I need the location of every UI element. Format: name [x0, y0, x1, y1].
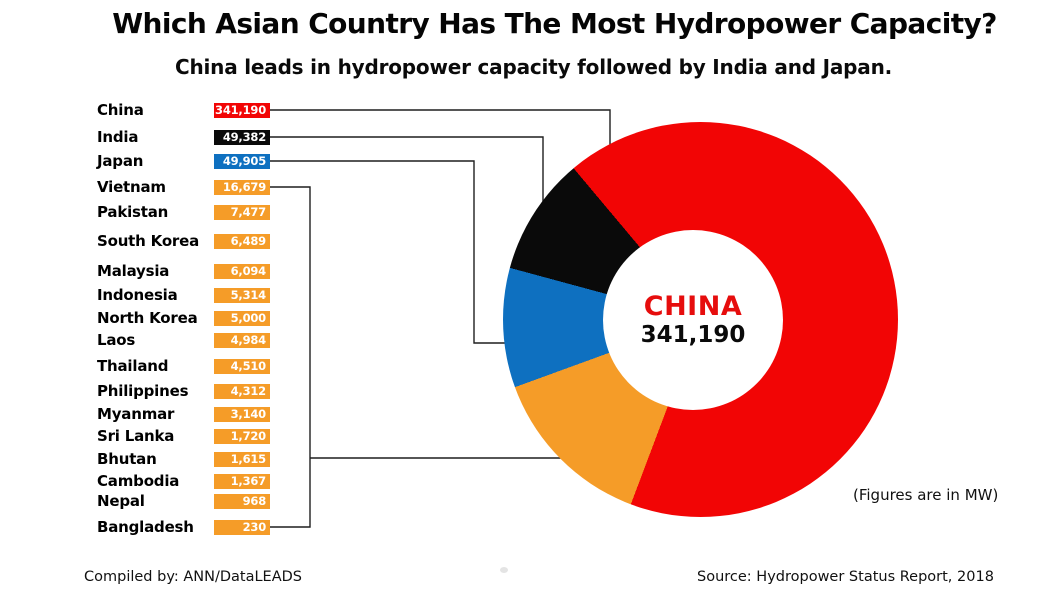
country-row-bangladesh: Bangladesh 230: [97, 517, 270, 537]
country-row-bhutan: Bhutan 1,615: [97, 449, 270, 469]
value-box: 1,720: [214, 428, 270, 444]
value-box: 4,312: [214, 383, 270, 399]
country-row-myanmar: Myanmar 3,140: [97, 404, 270, 424]
donut-center: CHINA 341,190: [603, 230, 783, 410]
value-box: 4,984: [214, 332, 270, 348]
value-box: 230: [214, 519, 270, 535]
country-label: Indonesia: [97, 286, 178, 304]
value-box: 968: [214, 493, 270, 509]
country-label: Philippines: [97, 382, 189, 400]
page-subtitle: China leads in hydropower capacity follo…: [174, 55, 893, 79]
country-row-china: China 341,190: [97, 100, 270, 120]
country-row-indonesia: Indonesia 5,314: [97, 285, 270, 305]
country-label: Nepal: [97, 492, 145, 510]
country-row-india: India 49,382: [97, 127, 270, 147]
country-label: Thailand: [97, 357, 169, 375]
country-label: India: [97, 128, 139, 146]
value-box: 1,615: [214, 451, 270, 467]
source-credit: Source: Hydropower Status Report, 2018: [697, 569, 994, 585]
value-box: 6,489: [214, 233, 270, 249]
country-row-vietnam: Vietnam 16,679: [97, 177, 270, 197]
country-row-philippines: Philippines 4,312: [97, 381, 270, 401]
value-box: 49,905: [214, 153, 270, 169]
country-row-japan: Japan 49,905: [97, 151, 270, 171]
value-box: 5,314: [214, 287, 270, 303]
country-row-south-korea: South Korea 6,489: [97, 231, 270, 251]
value-box: 5,000: [214, 310, 270, 326]
compiled-by-credit: Compiled by: ANN/DataLEADS: [84, 569, 302, 585]
country-label: Bhutan: [97, 450, 157, 468]
country-label: Japan: [97, 152, 144, 170]
donut-center-value: 341,190: [640, 322, 746, 348]
value-box: 1,367: [214, 473, 270, 489]
page-title: Which Asian Country Has The Most Hydropo…: [112, 7, 997, 40]
country-row-cambodia: Cambodia 1,367: [97, 471, 270, 491]
country-label: Malaysia: [97, 262, 170, 280]
value-box: 4,510: [214, 358, 270, 374]
country-row-laos: Laos 4,984: [97, 330, 270, 350]
country-row-north-korea: North Korea 5,000: [97, 308, 270, 328]
donut-center-country: CHINA: [643, 291, 743, 322]
value-box: 49,382: [214, 129, 270, 145]
connector-japan: [270, 160, 508, 344]
country-row-nepal: Nepal 968: [97, 491, 270, 511]
country-row-malaysia: Malaysia 6,094: [97, 261, 270, 281]
country-label: China: [97, 101, 144, 119]
value-box: 3,140: [214, 406, 270, 422]
units-note: (Figures are in MW): [853, 486, 999, 504]
country-label: Myanmar: [97, 405, 175, 423]
country-row-thailand: Thailand 4,510: [97, 356, 270, 376]
value-box: 16,679: [214, 179, 270, 195]
country-label: Bangladesh: [97, 518, 194, 536]
stray-mark: [500, 567, 508, 573]
country-label: Pakistan: [97, 203, 169, 221]
country-label: North Korea: [97, 309, 198, 327]
value-box: 341,190: [214, 102, 270, 118]
country-label: South Korea: [97, 232, 200, 250]
connector-china: [270, 109, 611, 150]
country-row-sri-lanka: Sri Lanka 1,720: [97, 426, 270, 446]
country-label: Sri Lanka: [97, 427, 175, 445]
country-row-pakistan: Pakistan 7,477: [97, 202, 270, 222]
value-box: 6,094: [214, 263, 270, 279]
country-label: Cambodia: [97, 472, 180, 490]
connector-india: [270, 136, 544, 206]
value-box: 7,477: [214, 204, 270, 220]
country-label: Vietnam: [97, 178, 166, 196]
connector-others-bracket: [270, 186, 311, 528]
country-label: Laos: [97, 331, 136, 349]
